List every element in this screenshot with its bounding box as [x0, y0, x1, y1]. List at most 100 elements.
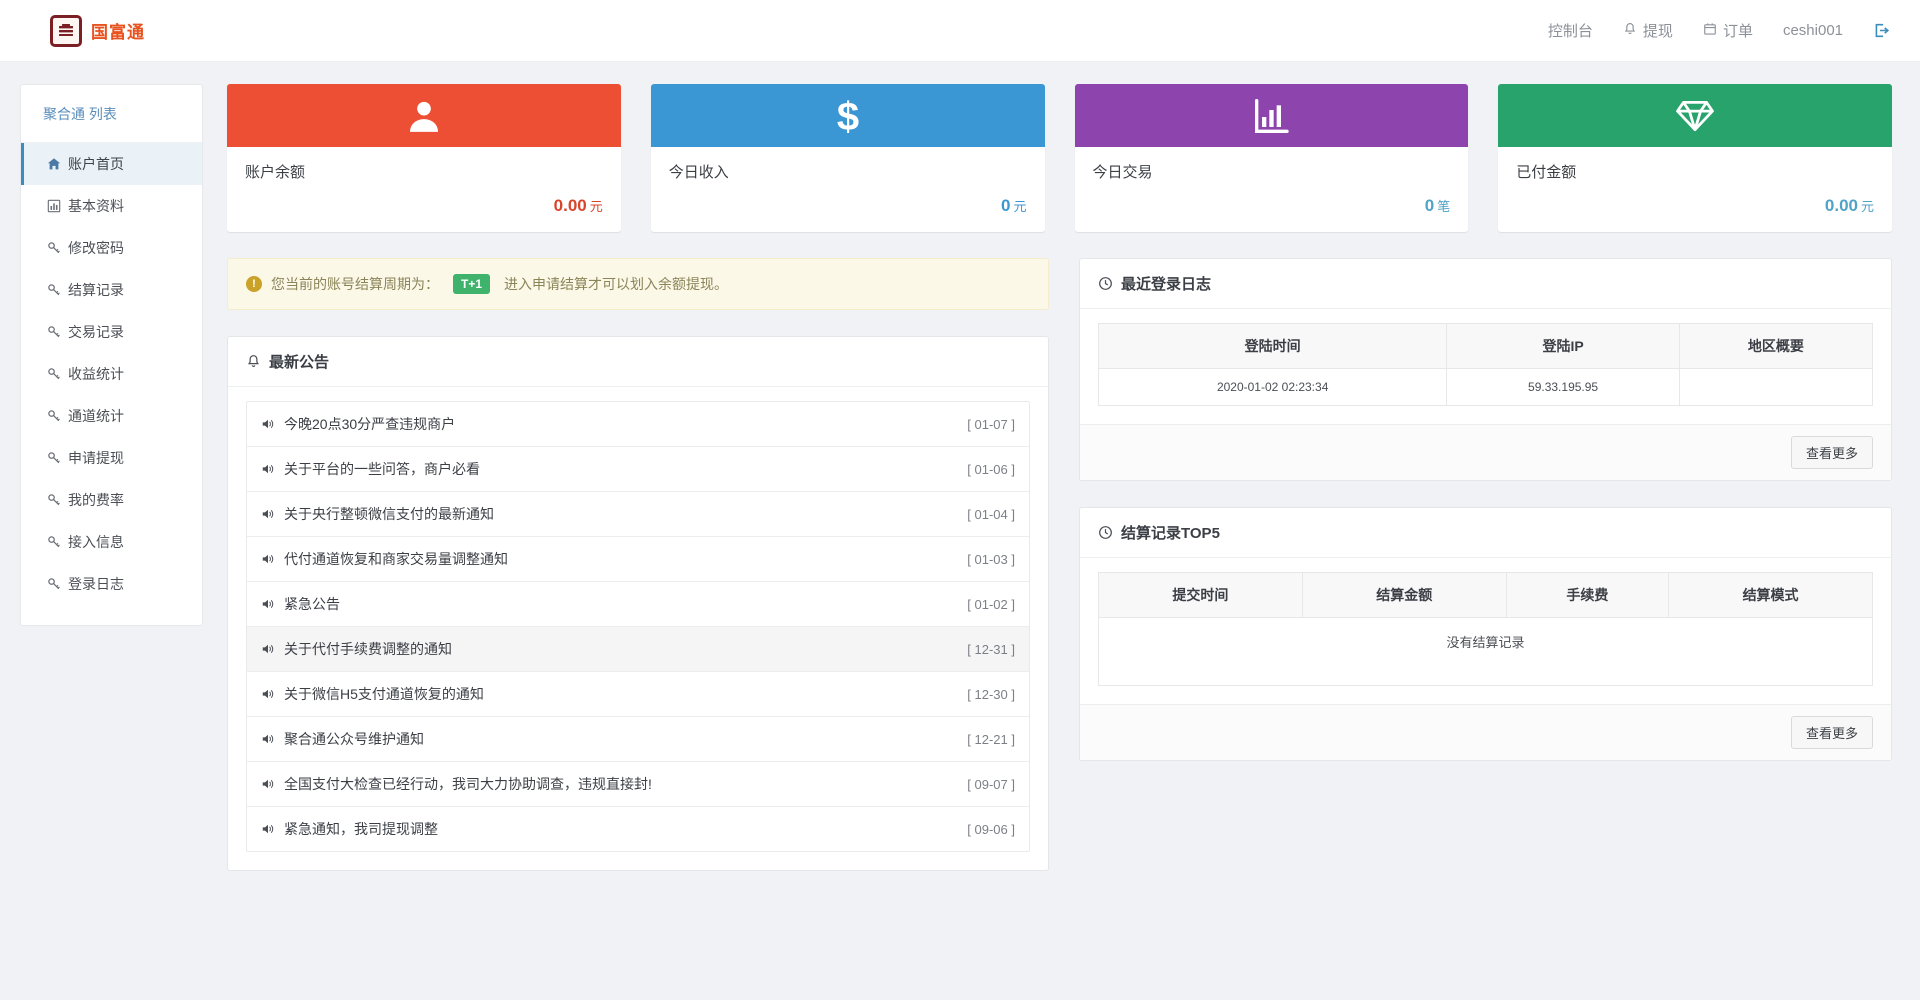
column-header: 手续费 — [1505, 572, 1670, 618]
column-header: 结算金额 — [1301, 572, 1507, 618]
announcement-date: [ 12-31 ] — [967, 641, 1015, 657]
announcement-left: 聚合通公众号维护通知 — [261, 729, 424, 749]
announcement-date: [ 09-07 ] — [967, 776, 1015, 792]
speaker-icon — [261, 507, 275, 521]
announcement-left: 紧急通知，我司提现调整 — [261, 819, 438, 839]
announcement-date: [ 01-06 ] — [967, 461, 1015, 477]
nav-username[interactable]: ceshi001 — [1782, 22, 1843, 39]
sidebar-item-3[interactable]: 结算记录 — [21, 269, 202, 311]
sidebar-item-label: 通道统计 — [68, 408, 124, 424]
sidebar-item-9[interactable]: 接入信息 — [21, 521, 202, 563]
list-item[interactable]: 紧急公告 [ 01-02 ] — [247, 582, 1029, 627]
settlement-table: 提交时间 结算金额 手续费 结算模式 没有结算记录 — [1098, 572, 1873, 686]
list-item[interactable]: 紧急通知，我司提现调整 [ 09-06 ] — [247, 807, 1029, 851]
nav-console[interactable]: 控制台 — [1548, 20, 1593, 41]
announcement-date: [ 01-02 ] — [967, 596, 1015, 612]
list-item[interactable]: 全国支付大检查已经行动，我司大力协助调查，违规直接封! [ 09-07 ] — [247, 762, 1029, 807]
key-icon — [46, 283, 61, 297]
stat-card-0[interactable]: 账户余额 0.00 元 — [227, 84, 621, 232]
sidebar-item-label: 基本资料 — [68, 198, 124, 214]
sidebar-item-7[interactable]: 申请提现 — [21, 437, 202, 479]
stat-card-label: 今日交易 — [1092, 164, 1153, 181]
stat-card-body: 账户余额 0.00 元 — [227, 147, 621, 232]
settlement-footer: 查看更多 — [1080, 704, 1891, 760]
list-item[interactable]: 关于微信H5支付通道恢复的通知 [ 12-30 ] — [247, 672, 1029, 717]
nav-withdraw[interactable]: 提现 — [1623, 20, 1673, 41]
sidebar-item-6[interactable]: 通道统计 — [21, 395, 202, 437]
sidebar-item-10[interactable]: 登录日志 — [21, 563, 202, 605]
sidebar-item-2[interactable]: 修改密码 — [21, 227, 202, 269]
announcement-date: [ 12-21 ] — [967, 731, 1015, 747]
speaker-icon — [261, 777, 275, 791]
stat-card-value: 0.00 元 — [245, 196, 603, 216]
speaker-icon — [261, 462, 275, 476]
stat-card-body: 今日收入 0 元 — [651, 147, 1045, 232]
sidebar: 聚合通 列表 账户首页基本资料修改密码 结算记录交易记录收益统计通道统计申请提现我… — [20, 84, 203, 626]
nav-withdraw-label: 提现 — [1642, 23, 1673, 40]
announcement-left: 代付通道恢复和商家交易量调整通知 — [261, 549, 508, 569]
announcements-body: 今晚20点30分严查违规商户 [ 01-07 ] 关于平台的一些问答，商户必看 [ 0… — [228, 387, 1048, 870]
brand-logo[interactable]: 国富通 — [50, 14, 145, 47]
logout-icon[interactable] — [1873, 22, 1890, 39]
list-item[interactable]: 关于平台的一些问答，商户必看 [ 01-06 ] — [247, 447, 1029, 492]
sidebar-item-5[interactable]: 收益统计 — [21, 353, 202, 395]
announcement-date: [ 01-04 ] — [967, 506, 1015, 522]
sidebar-item-4[interactable]: 交易记录 — [21, 311, 202, 353]
left-column: ! 您当前的账号结算周期为： T+1 进入申请结算才可以划入余额提现。 最新 — [227, 258, 1049, 871]
stat-card-3[interactable]: 已付金额 0.00 元 — [1498, 84, 1892, 232]
clock-icon — [1098, 525, 1113, 540]
settlement-cycle-alert: ! 您当前的账号结算周期为： T+1 进入申请结算才可以划入余额提现。 — [227, 258, 1049, 310]
stat-card-unit: 笔 — [1437, 199, 1451, 214]
announcement-left: 关于平台的一些问答，商户必看 — [261, 459, 480, 479]
list-item[interactable]: 聚合通公众号维护通知 [ 12-21 ] — [247, 717, 1029, 762]
list-item[interactable]: 关于央行整顿微信支付的最新通知 [ 01-04 ] — [247, 492, 1029, 537]
stat-card-1[interactable]: $ 今日收入 0 元 — [650, 84, 1045, 232]
list-item[interactable]: 代付通道恢复和商家交易量调整通知 [ 01-03 ] — [247, 537, 1029, 582]
key-icon — [46, 577, 61, 591]
sidebar-item-8[interactable]: 我的费率 — [21, 479, 202, 521]
dollar-icon: $ — [828, 96, 868, 136]
sidebar-item-0[interactable]: 账户首页 — [21, 143, 202, 185]
table-cell: 59.33.195.95 — [1446, 368, 1680, 406]
content-columns: ! 您当前的账号结算周期为： T+1 进入申请结算才可以划入余额提现。 最新 — [227, 258, 1892, 871]
page-layout: 聚合通 列表 账户首页基本资料修改密码 结算记录交易记录收益统计通道统计申请提现我… — [0, 62, 1920, 871]
stat-card-number: 0.00 — [553, 196, 587, 215]
list-item[interactable]: 关于代付手续费调整的通知 [ 12-31 ] — [247, 627, 1029, 672]
table-row: 没有结算记录 — [1098, 617, 1873, 686]
home-icon — [46, 157, 61, 171]
announcement-date: [ 12-30 ] — [967, 686, 1015, 702]
bell-icon — [1623, 22, 1637, 40]
stat-card-label: 已付金额 — [1516, 164, 1577, 181]
login-log-more-button[interactable]: 查看更多 — [1790, 436, 1873, 469]
bar-chart-icon — [46, 199, 61, 213]
announcement-title: 今晚20点30分严查违规商户 — [284, 416, 456, 432]
stat-card-icon-area — [1074, 84, 1469, 147]
sidebar-title: 聚合通 列表 — [21, 85, 202, 143]
announcement-left: 全国支付大检查已经行动，我司大力协助调查，违规直接封! — [261, 774, 652, 794]
column-header: 提交时间 — [1098, 572, 1303, 618]
announcement-title: 关于平台的一些问答，商户必看 — [284, 461, 480, 477]
speaker-icon — [261, 687, 275, 701]
sidebar-item-label: 接入信息 — [68, 534, 124, 550]
stat-card-2[interactable]: 今日交易 0 笔 — [1074, 84, 1469, 232]
login-log-header: 最近登录日志 — [1080, 259, 1891, 309]
key-icon — [46, 325, 61, 339]
stat-card-icon-area: $ — [650, 84, 1045, 147]
speaker-icon — [261, 732, 275, 746]
stat-card-unit: 元 — [1860, 199, 1874, 214]
abacus-logo-icon — [50, 14, 82, 47]
settlement-more-button[interactable]: 查看更多 — [1790, 716, 1873, 749]
announcement-left: 今晚20点30分严查违规商户 — [261, 414, 455, 434]
list-item[interactable]: 今晚20点30分严查违规商户 [ 01-07 ] — [247, 402, 1029, 447]
nav-orders-label: 订单 — [1722, 23, 1753, 40]
sidebar-item-label: 交易记录 — [68, 324, 124, 340]
table-header-row: 提交时间 结算金额 手续费 结算模式 — [1098, 572, 1873, 618]
login-log-title: 最近登录日志 — [1121, 276, 1212, 293]
settlement-title: 结算记录TOP5 — [1121, 525, 1220, 542]
column-header: 地区概要 — [1678, 323, 1874, 369]
sidebar-item-1[interactable]: 基本资料 — [21, 185, 202, 227]
user-icon — [404, 96, 444, 136]
table-header-row: 登陆时间 登陆IP 地区概要 — [1097, 323, 1874, 369]
nav-orders[interactable]: 订单 — [1703, 20, 1753, 41]
